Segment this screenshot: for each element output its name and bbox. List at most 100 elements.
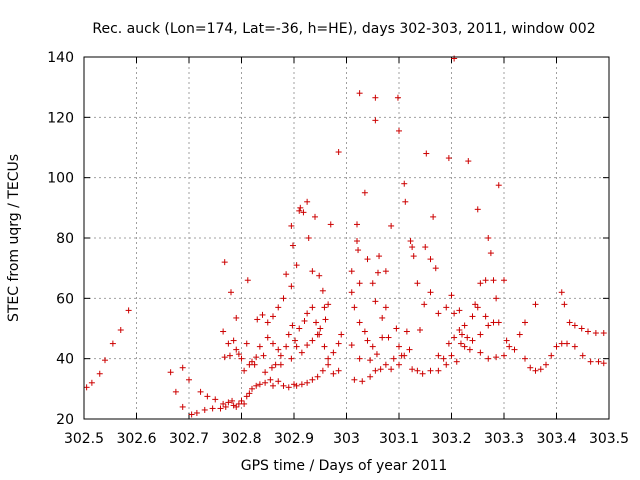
data-point <box>522 319 528 326</box>
data-point <box>561 301 568 308</box>
data-point <box>600 360 607 367</box>
data-point <box>409 366 416 373</box>
x-tick-label: 302.8 <box>221 431 261 447</box>
data-point <box>109 340 116 347</box>
data-point <box>474 304 481 311</box>
data-point <box>579 352 586 359</box>
data-point <box>406 346 413 353</box>
data-point <box>325 301 332 308</box>
data-point <box>351 376 358 383</box>
data-point <box>235 400 242 407</box>
x-tick-label: 302.9 <box>274 431 314 447</box>
data-point <box>414 367 421 374</box>
data-point <box>88 379 95 386</box>
data-point <box>179 364 186 371</box>
data-point <box>382 304 389 311</box>
data-point <box>256 343 263 350</box>
data-point <box>396 343 402 350</box>
data-point <box>270 340 276 347</box>
data-point <box>477 331 484 338</box>
data-point <box>532 367 539 374</box>
data-point <box>259 311 266 318</box>
data-point <box>379 334 386 341</box>
data-point <box>228 289 234 296</box>
data-point <box>212 396 219 403</box>
data-point <box>440 355 447 362</box>
data-point <box>288 222 295 229</box>
data-point <box>316 272 323 279</box>
data-point <box>451 55 458 62</box>
y-tick-label: 60 <box>56 291 74 307</box>
data-point <box>369 280 376 287</box>
data-point <box>379 314 386 321</box>
data-point <box>348 268 355 275</box>
x-tick-label: 303.2 <box>431 431 471 447</box>
data-point <box>335 149 342 156</box>
data-point <box>401 180 408 187</box>
data-point <box>485 355 492 362</box>
data-point <box>548 352 555 359</box>
chart-title: Rec. auck (Lon=174, Lat=-36, h=HE), days… <box>92 21 595 37</box>
data-point <box>409 244 416 251</box>
data-point <box>241 367 248 374</box>
data-point <box>410 253 417 260</box>
data-point <box>304 379 311 386</box>
data-point <box>571 343 578 350</box>
data-point <box>96 370 103 377</box>
data-point <box>338 331 345 338</box>
data-point <box>372 94 379 101</box>
data-point <box>466 346 473 353</box>
data-point <box>193 409 200 416</box>
data-point <box>543 361 549 368</box>
data-point <box>393 325 400 332</box>
data-point <box>354 238 360 245</box>
data-point <box>222 403 229 410</box>
data-point <box>230 337 237 344</box>
x-tick-label: 302.7 <box>169 431 209 447</box>
data-point <box>254 316 261 323</box>
y-axis-label: STEC from uqrg / TECUs <box>6 154 22 322</box>
data-point <box>558 289 565 296</box>
data-point <box>304 198 311 205</box>
data-point <box>361 189 368 196</box>
data-point <box>217 405 224 412</box>
data-point <box>372 298 379 305</box>
data-point <box>321 304 328 311</box>
data-point <box>382 361 389 368</box>
data-point <box>280 382 287 389</box>
data-point <box>532 301 539 308</box>
data-point <box>477 349 484 356</box>
data-point <box>330 370 337 377</box>
x-tick-labels: 302.5 302.6 302.7 302.8 302.9 303 303.1 303.2 30… <box>64 431 629 447</box>
data-point <box>229 397 236 404</box>
data-point <box>225 399 232 406</box>
data-point <box>558 340 565 347</box>
data-point <box>201 406 208 413</box>
data-point <box>275 378 282 385</box>
data-point <box>322 316 329 323</box>
data-point <box>361 328 368 335</box>
y-tick-label: 100 <box>47 171 74 187</box>
data-point <box>244 277 251 284</box>
x-tick-label: 303.3 <box>484 431 524 447</box>
data-point <box>388 222 395 229</box>
data-point <box>298 381 305 388</box>
data-point <box>304 310 311 317</box>
data-point <box>243 393 250 400</box>
data-point <box>407 238 414 245</box>
data-point <box>325 361 332 368</box>
data-point <box>527 364 534 371</box>
data-point <box>359 378 366 385</box>
data-point <box>417 327 423 334</box>
data-point <box>356 280 363 287</box>
data-point <box>427 256 434 263</box>
data-point <box>226 352 233 359</box>
data-point <box>309 268 316 275</box>
data-point <box>262 379 269 386</box>
data-point <box>325 355 332 362</box>
data-point <box>249 358 255 365</box>
data-point <box>230 402 237 409</box>
data-point <box>356 355 363 362</box>
data-point <box>309 337 316 344</box>
